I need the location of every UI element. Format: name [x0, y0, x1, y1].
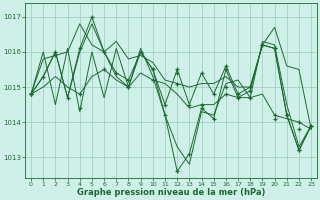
- X-axis label: Graphe pression niveau de la mer (hPa): Graphe pression niveau de la mer (hPa): [77, 188, 265, 197]
